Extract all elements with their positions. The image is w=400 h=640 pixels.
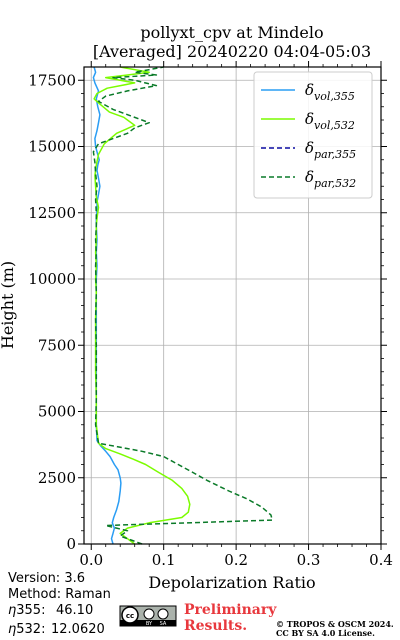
y-tick-label: 7500 [38, 336, 76, 354]
chart-title-line-1: pollyxt_cpv at Mindelo [140, 23, 323, 42]
eta532-text: η532: 12.0620 [8, 622, 105, 637]
y-tick-label: 0 [66, 535, 76, 553]
x-tick-label: 0.1 [152, 551, 176, 569]
sa-icon [157, 608, 169, 620]
legend-label: δpar,355 [305, 139, 356, 161]
svg-text:η532:: η532: [8, 622, 45, 637]
legend-label: δvol,355 [305, 81, 355, 103]
eta355-value: 46.10 [56, 603, 93, 618]
x-axis-label: Depolarization Ratio [148, 573, 315, 592]
eta355-label: 355: [16, 603, 45, 618]
series-line-par-532 [92, 66, 274, 545]
y-tick-label: 5000 [38, 403, 76, 421]
y-tick-label: 2500 [38, 469, 76, 487]
y-tick-label: 17500 [28, 71, 76, 89]
x-tick-label: 0.0 [79, 551, 103, 569]
y-tick-label: 10000 [28, 270, 76, 288]
chart-title-line-2: [Averaged] 20240220 04:04-05:03 [93, 42, 371, 61]
x-tick-label: 0.2 [224, 551, 248, 569]
svg-text:η355:: η355: [8, 603, 45, 618]
method-text: Method: Raman [8, 587, 111, 602]
series-line-vol-355 [92, 66, 122, 545]
legend-items: δvol,355 δvol,532 δpar,355 δpar,532 [261, 81, 356, 190]
legend: δvol,355 δvol,532 δpar,355 δpar,532 [253, 71, 373, 199]
legend-label: δvol,532 [305, 110, 355, 132]
badge-by-text: BY [146, 621, 153, 627]
cc-logo-icon [121, 606, 139, 624]
eta-symbol: η [8, 622, 16, 637]
legend-label: δpar,532 [305, 168, 356, 190]
y-tick-label: 12500 [28, 204, 76, 222]
x-tick-label: 0.3 [297, 551, 321, 569]
badge-sa-text: SA [160, 621, 167, 627]
y-tick-label: 15000 [28, 138, 76, 156]
eta532-label: 532: [16, 622, 45, 637]
axis-ticks: 0.0 0.1 0.2 0.3 0.4 0 2500 5000 7500 10000 12500 15… [28, 61, 393, 569]
preliminary-text-line-2: Results. [184, 618, 247, 634]
series-layer [92, 66, 274, 545]
eta-symbol: η [8, 603, 16, 618]
preliminary-text-line-1: Preliminary [184, 602, 277, 618]
copyright-line-1: © TROPOS & OSCM 2024. [276, 619, 394, 629]
eta355-text: η355: 46.10 [8, 603, 93, 618]
version-text: Version: 3.6 [8, 571, 85, 586]
eta532-value: 12.0620 [51, 622, 105, 637]
series-line-vol-532 [93, 66, 191, 545]
by-icon [143, 608, 155, 620]
cc-by-sa-badge: cc BY SA [119, 605, 177, 627]
copyright-line-2: CC BY SA 4.0 License. [276, 628, 375, 638]
x-tick-label: 0.4 [369, 551, 393, 569]
y-axis-label: Height (m) [0, 261, 17, 349]
cc-logo-text: cc [126, 612, 134, 620]
legend-box [253, 71, 373, 199]
